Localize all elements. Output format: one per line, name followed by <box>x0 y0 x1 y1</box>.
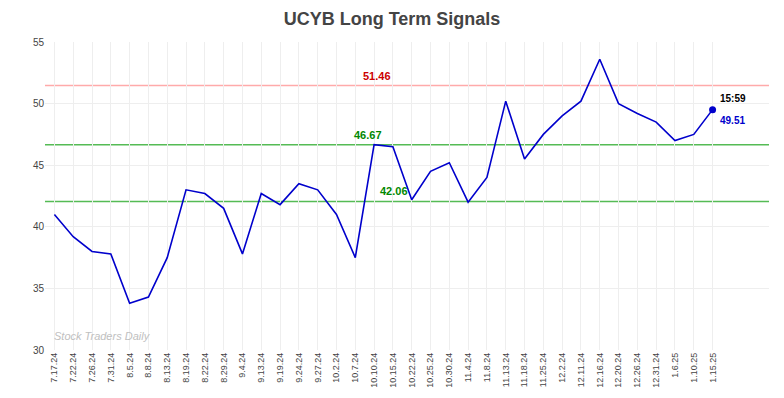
svg-text:7.31.24: 7.31.24 <box>106 353 116 383</box>
svg-text:50: 50 <box>33 98 45 109</box>
svg-text:46.67: 46.67 <box>354 129 382 141</box>
svg-text:35: 35 <box>33 283 45 294</box>
svg-text:15:59: 15:59 <box>720 93 746 104</box>
svg-text:10.15.24: 10.15.24 <box>388 353 398 388</box>
svg-text:49.51: 49.51 <box>720 115 745 126</box>
svg-text:10.2.24: 10.2.24 <box>331 353 341 383</box>
svg-text:1.6.25: 1.6.25 <box>670 353 680 378</box>
svg-text:12.16.24: 12.16.24 <box>595 353 605 388</box>
svg-text:12.31.24: 12.31.24 <box>651 353 661 388</box>
svg-text:12.11.24: 12.11.24 <box>576 353 586 387</box>
svg-text:10.25.24: 10.25.24 <box>425 353 435 388</box>
svg-text:11.13.24: 11.13.24 <box>501 353 511 387</box>
svg-text:UCYB Long Term Signals: UCYB Long Term Signals <box>284 9 501 29</box>
svg-text:9.13.24: 9.13.24 <box>256 353 266 383</box>
svg-text:10.30.24: 10.30.24 <box>444 353 454 388</box>
svg-text:8.8.24: 8.8.24 <box>143 353 153 378</box>
svg-text:11.8.24: 11.8.24 <box>482 353 492 382</box>
svg-text:7.22.24: 7.22.24 <box>68 353 78 383</box>
svg-text:9.19.24: 9.19.24 <box>275 353 285 383</box>
svg-text:9.27.24: 9.27.24 <box>313 353 323 383</box>
svg-text:1.10.25: 1.10.25 <box>689 353 699 383</box>
svg-text:10.7.24: 10.7.24 <box>350 353 360 383</box>
svg-text:51.46: 51.46 <box>363 70 391 82</box>
svg-text:10.22.24: 10.22.24 <box>407 353 417 388</box>
svg-text:9.4.24: 9.4.24 <box>237 353 247 378</box>
svg-text:42.06: 42.06 <box>380 185 408 197</box>
svg-text:1.15.25: 1.15.25 <box>708 353 718 383</box>
svg-text:8.5.24: 8.5.24 <box>125 353 135 378</box>
svg-text:12.2.24: 12.2.24 <box>557 353 567 383</box>
svg-text:7.26.24: 7.26.24 <box>87 353 97 383</box>
svg-text:30: 30 <box>33 345 45 356</box>
svg-text:40: 40 <box>33 221 45 232</box>
svg-text:10.10.24: 10.10.24 <box>369 353 379 388</box>
svg-text:8.29.24: 8.29.24 <box>219 353 229 383</box>
svg-text:7.17.24: 7.17.24 <box>49 353 59 383</box>
svg-text:8.13.24: 8.13.24 <box>162 353 172 383</box>
svg-text:8.22.24: 8.22.24 <box>200 353 210 383</box>
svg-text:11.25.24: 11.25.24 <box>538 353 548 387</box>
svg-text:12.20.24: 12.20.24 <box>613 353 623 388</box>
svg-text:8.19.24: 8.19.24 <box>181 353 191 383</box>
svg-text:45: 45 <box>33 160 45 171</box>
svg-text:12.26.24: 12.26.24 <box>632 353 642 388</box>
svg-text:Stock Traders Daily: Stock Traders Daily <box>54 330 151 342</box>
svg-text:11.18.24: 11.18.24 <box>519 353 529 387</box>
svg-text:11.4.24: 11.4.24 <box>463 353 473 382</box>
svg-text:9.24.24: 9.24.24 <box>294 353 304 383</box>
svg-text:55: 55 <box>33 37 45 48</box>
